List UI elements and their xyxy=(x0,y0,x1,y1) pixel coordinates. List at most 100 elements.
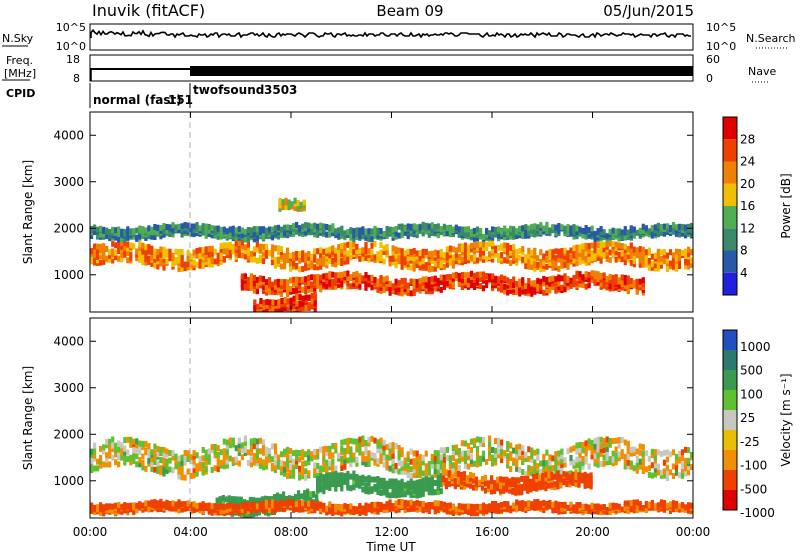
velocity-cell xyxy=(373,483,377,490)
power-cell xyxy=(515,252,519,259)
power-cell xyxy=(186,222,190,229)
velocity-cell xyxy=(468,471,473,478)
power-cell xyxy=(96,243,100,250)
power-cell xyxy=(466,281,471,288)
velocity-cell xyxy=(599,443,603,449)
velocity-cell xyxy=(412,450,416,457)
velocity-cell xyxy=(289,499,293,506)
velocity-cell xyxy=(312,499,316,506)
velocity-cell xyxy=(511,481,515,488)
power-cell xyxy=(234,231,238,238)
power-cell xyxy=(509,225,513,232)
power-cell xyxy=(668,260,673,267)
velocity-cell xyxy=(147,504,151,511)
power-cell xyxy=(328,280,332,287)
velocity-cell xyxy=(463,458,468,465)
velocity-cell xyxy=(207,458,211,465)
velocity-cell xyxy=(370,476,374,483)
velocity-cell xyxy=(491,501,495,507)
velocity-cell xyxy=(415,464,419,470)
velocity-cell xyxy=(144,465,148,472)
power-cell xyxy=(246,233,250,240)
velocity-cell xyxy=(289,472,293,479)
velocity-cell xyxy=(544,475,548,482)
power-cell xyxy=(304,302,308,308)
velocity-cell xyxy=(611,460,615,467)
velocity-cell xyxy=(358,475,362,482)
velocity-cell xyxy=(346,470,350,477)
velocity-cell xyxy=(246,449,250,456)
power-cell xyxy=(545,263,549,270)
power-cell xyxy=(114,227,118,234)
power-cell xyxy=(93,251,97,258)
velocity-cell xyxy=(538,483,542,490)
power-cell xyxy=(620,277,624,284)
power-cell xyxy=(478,246,483,253)
power-cell xyxy=(391,245,395,252)
power-cell xyxy=(165,228,169,235)
power-cell xyxy=(261,255,266,262)
velocity-cell xyxy=(635,448,639,455)
power-cell xyxy=(641,277,645,284)
power-cell xyxy=(105,245,109,252)
velocity-cell xyxy=(650,472,654,479)
velocity-cell xyxy=(665,464,670,471)
velocity-cell xyxy=(292,462,296,469)
velocity-cell xyxy=(530,470,534,477)
cpid-segment-1-name: normal (fast) xyxy=(93,93,182,107)
power-cell xyxy=(457,226,461,233)
power-cell xyxy=(268,303,272,310)
power-cell xyxy=(259,301,263,308)
velocity-cell xyxy=(138,457,142,464)
power-cell xyxy=(632,258,636,264)
velocity-cell xyxy=(174,453,178,460)
velocity-cell xyxy=(542,499,546,506)
power-cell xyxy=(373,254,377,261)
velocity-cell xyxy=(517,477,521,484)
power-cell xyxy=(551,275,555,282)
power-cell xyxy=(198,262,202,269)
power-cell xyxy=(147,233,151,240)
power-cell xyxy=(575,244,579,251)
power-cell xyxy=(304,264,308,271)
velocity-cell xyxy=(370,501,374,508)
power-cell xyxy=(554,224,558,231)
power-cell xyxy=(147,244,151,251)
power-cell xyxy=(623,253,627,260)
power-cell xyxy=(355,243,359,250)
velocity-cell xyxy=(445,455,449,462)
power-cell xyxy=(252,274,256,281)
power-cell xyxy=(569,277,573,284)
velocity-cell xyxy=(213,444,217,450)
velocity-cell xyxy=(379,502,383,509)
velocity-cell xyxy=(491,454,495,461)
power-cell xyxy=(340,247,344,254)
velocity-cell xyxy=(500,452,504,459)
power-cell xyxy=(325,247,329,254)
velocity-cell xyxy=(557,464,561,471)
velocity-cell xyxy=(224,496,228,503)
velocity-cell xyxy=(258,501,262,508)
power-cell xyxy=(105,255,109,262)
power-cell xyxy=(276,256,281,263)
velocity-cell xyxy=(441,469,445,476)
power-cell xyxy=(249,227,253,234)
velocity-cell xyxy=(240,502,244,509)
power-cell xyxy=(370,228,374,235)
velocity-cell xyxy=(469,447,474,454)
power-cell xyxy=(584,259,588,266)
velocity-cell xyxy=(517,489,521,496)
power-cell xyxy=(135,234,139,241)
power-cell xyxy=(478,283,483,290)
power-cell xyxy=(614,228,618,235)
velocity-cell xyxy=(532,479,536,485)
velocity-cell xyxy=(150,449,154,456)
velocity-cell xyxy=(418,501,422,508)
velocity-cell xyxy=(123,502,127,508)
power-cell xyxy=(569,253,573,260)
power-cell xyxy=(222,248,226,255)
power-cell xyxy=(563,225,567,232)
velocity-cell xyxy=(391,442,395,449)
velocity-cell xyxy=(171,500,175,507)
velocity-cell xyxy=(382,444,386,451)
